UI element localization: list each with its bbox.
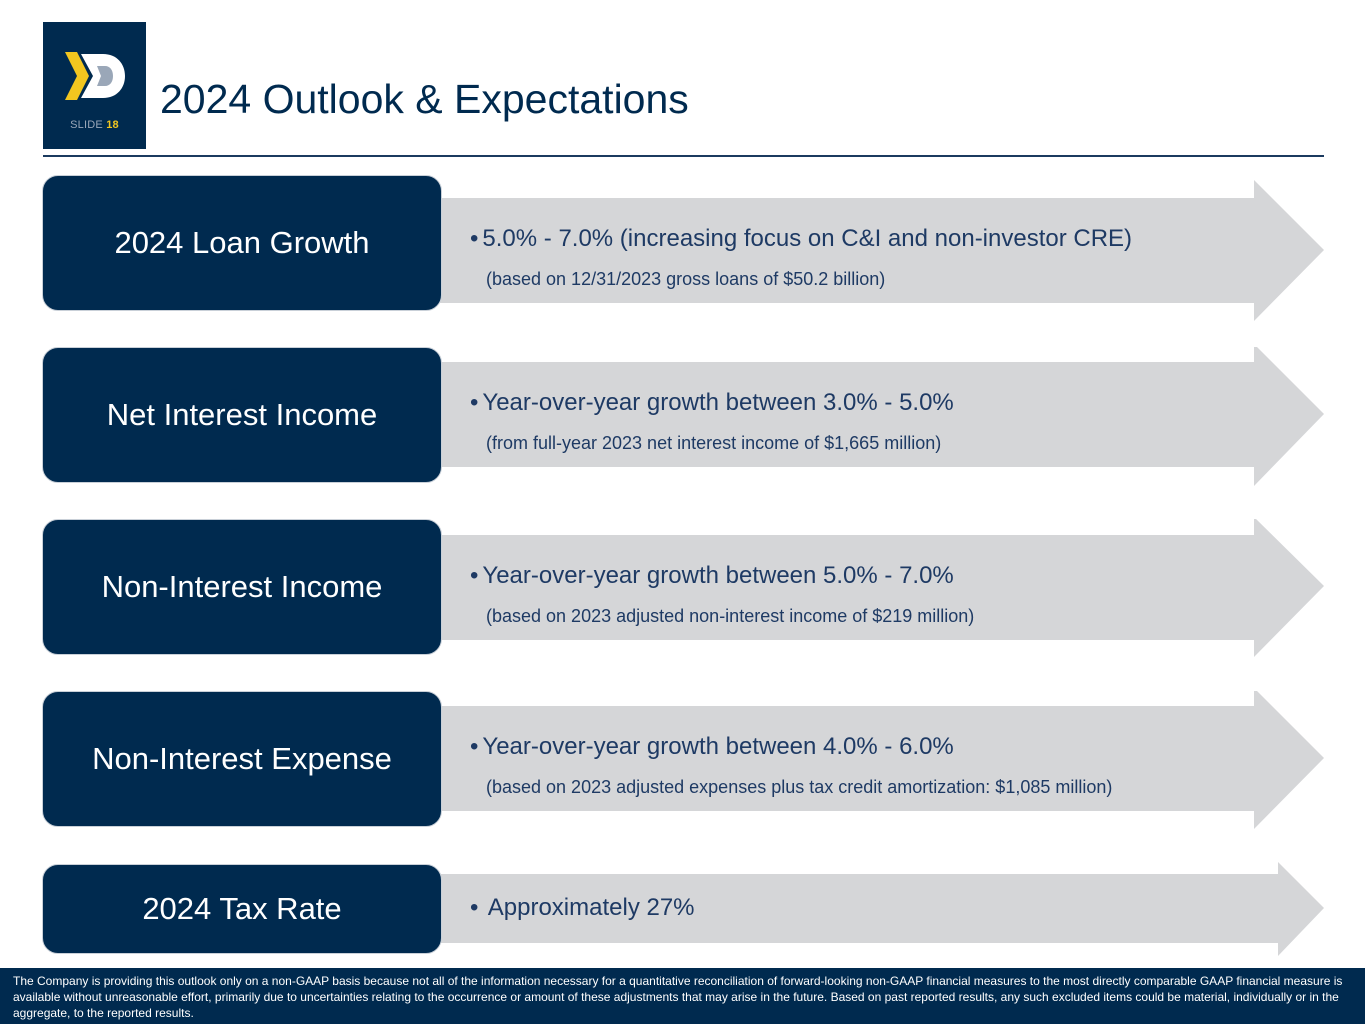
- outlook-row-net-interest-income: Net Interest Income • Year-over-year grow…: [0, 347, 1365, 495]
- row-arrow-shape: [430, 691, 1324, 829]
- row-note: (based on 2023 adjusted expenses plus ta…: [486, 777, 1113, 797]
- row-bullet: • Year-over-year growth between 4.0% - 6.…: [470, 733, 954, 760]
- row-label: Net Interest Income: [106, 397, 378, 432]
- row-label: 2024 Loan Growth: [114, 225, 370, 260]
- page-title: 2024 Outlook & Expectations: [160, 76, 689, 122]
- row-note: (based on 12/31/2023 gross loans of $50.…: [486, 269, 886, 289]
- row-label: Non-Interest Expense: [92, 741, 392, 776]
- outlook-row-non-interest-expense: Non-Interest Expense • Year-over-year gro…: [0, 691, 1365, 839]
- row-label: Non-Interest Income: [101, 569, 383, 604]
- row-arrow-shape: [430, 180, 1324, 321]
- outlook-row-tax-rate: 2024 Tax Rate • Approximately 27%: [0, 862, 1365, 962]
- row-label-box: Non-Interest Income: [42, 519, 442, 655]
- outlook-row-non-interest-income: Non-Interest Income • Year-over-year grow…: [0, 519, 1365, 667]
- row-label: 2024 Tax Rate: [142, 891, 342, 926]
- row-bullet: • 5.0% - 7.0% (increasing focus on C&I an…: [470, 225, 1133, 252]
- footer-disclaimer: The Company is providing this outlook on…: [0, 968, 1365, 1024]
- row-label-box: Net Interest Income: [42, 347, 442, 483]
- row-label-box: 2024 Loan Growth: [42, 175, 442, 311]
- row-bullet: • Year-over-year growth between 3.0% - 5.…: [470, 389, 954, 416]
- row-arrow-shape: [430, 347, 1324, 486]
- row-arrow-shape: [430, 862, 1324, 956]
- company-logo: SLIDE 18: [43, 22, 146, 149]
- row-arrow-shape: [430, 519, 1324, 657]
- row-bullet: • Year-over-year growth between 5.0% - 7.…: [470, 562, 954, 589]
- row-note: (based on 2023 adjusted non-interest inc…: [486, 606, 975, 626]
- row-label-box: Non-Interest Expense: [42, 691, 442, 827]
- row-label-box: 2024 Tax Rate: [42, 864, 442, 954]
- slide-number: SLIDE 18: [70, 119, 119, 131]
- row-bullet: • Approximately 27%: [470, 894, 695, 921]
- company-logo-icon: [65, 52, 125, 100]
- title-divider: [43, 155, 1324, 157]
- outlook-row-loan-growth: 2024 Loan Growth • 5.0% - 7.0% (increasin…: [0, 175, 1365, 323]
- row-note: (from full-year 2023 net interest income…: [486, 433, 942, 453]
